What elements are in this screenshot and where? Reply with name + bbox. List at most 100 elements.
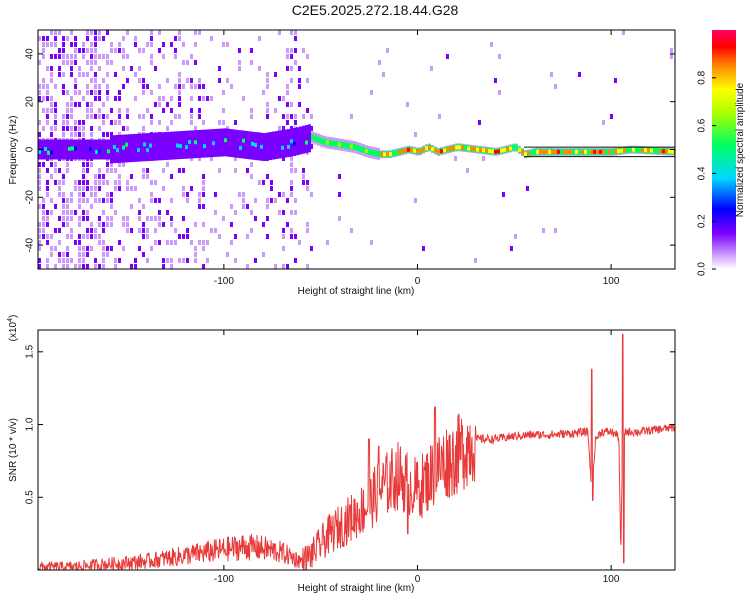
spectrogram-ytick-label: -40 — [25, 237, 36, 252]
spectrogram-noise-cell — [142, 234, 145, 239]
spectrogram-noise-cell — [142, 204, 145, 209]
spectrogram-ridge-cell — [194, 140, 197, 145]
spectrogram-noise-cell — [86, 48, 89, 53]
spectrogram-noise-cell — [98, 126, 101, 131]
spectrogram-noise-cell — [78, 222, 81, 227]
spectrogram-noise-cell — [190, 96, 193, 101]
spectrogram-noise-cell — [74, 210, 77, 215]
spectrogram-noise-cell — [106, 84, 109, 89]
spectrogram-noise-cell — [146, 216, 149, 221]
spectrogram-noise-cell — [246, 264, 249, 269]
spectrogram-ridge-cell — [410, 148, 413, 153]
spectrogram-noise-cell — [150, 54, 153, 59]
snr-xtick-label: 0 — [415, 574, 421, 585]
spectrogram-ridge-cell — [185, 130, 188, 159]
spectrogram-ridge-cell — [401, 149, 404, 154]
spectrogram-noise-cell — [178, 36, 181, 41]
spectrogram-noise-cell — [134, 36, 137, 41]
spectrogram-noise-cell — [86, 210, 89, 215]
spectrogram-ridge-cell — [317, 136, 320, 143]
spectrogram-noise-cell — [118, 162, 121, 167]
spectrogram-ridge-cell — [305, 140, 308, 145]
spectrogram-ridge-cell — [320, 138, 323, 143]
spectrogram-noise-cell — [298, 84, 301, 89]
spectrogram-noise-cell — [70, 198, 73, 203]
spectrogram-ridge-cell — [143, 142, 146, 147]
spectrogram-ridge-cell — [437, 149, 440, 154]
colorbar-tick-label: 0.0 — [697, 262, 708, 276]
spectrogram-noise-cell — [90, 42, 93, 47]
spectrogram-noise-cell — [82, 264, 85, 269]
spectrogram-ridge-cell — [233, 129, 236, 158]
spectrogram-noise-cell — [90, 246, 93, 251]
spectrogram-noise-cell — [202, 240, 205, 245]
spectrogram-noise-cell — [150, 192, 153, 197]
spectrogram-noise-cell — [66, 210, 69, 215]
spectrogram-noise-cell — [78, 132, 81, 137]
spectrogram-ridge-cell — [131, 134, 134, 163]
spectrogram-ridge-cell — [563, 149, 566, 154]
spectrogram-noise-cell — [106, 90, 109, 95]
spectrogram-noise-cell — [170, 240, 173, 245]
spectrogram-ridge-cell — [533, 149, 536, 156]
spectrogram-ridge-cell — [236, 129, 239, 158]
spectrogram-noise-cell — [126, 180, 129, 185]
snr-ytick-label: 0.5 — [25, 490, 36, 504]
spectrogram-noise-cell — [110, 222, 113, 227]
spectrogram-noise-cell — [210, 156, 213, 161]
spectrogram-noise-cell — [62, 72, 65, 77]
spectrogram-noise-cell — [266, 102, 269, 107]
spectrogram-ridge-cell — [650, 148, 653, 153]
spectrogram-noise-cell — [78, 186, 81, 191]
spectrogram-noise-cell — [142, 168, 145, 173]
spectrogram-noise-cell — [78, 90, 81, 95]
spectrogram-noise-cell — [198, 114, 201, 119]
spectrogram-noise-cell — [54, 30, 57, 35]
spectrogram-noise-cell — [306, 108, 309, 113]
spectrogram-noise-cell — [50, 42, 53, 47]
spectrogram-ridge-cell — [542, 149, 545, 154]
spectrogram-noise-cell — [78, 234, 81, 239]
spectrogram-noise-cell — [154, 66, 157, 71]
spectrogram-noise-cell — [78, 258, 81, 263]
spectrogram-noise-cell — [174, 228, 177, 233]
spectrogram-ridge-cell — [329, 141, 332, 146]
spectrogram-noise-cell — [50, 102, 53, 107]
spectrogram-noise-cell — [226, 126, 229, 131]
spectrogram-noise-cell — [246, 234, 249, 239]
spectrogram-noise-cell — [438, 114, 441, 119]
spectrogram-noise-cell — [202, 120, 205, 125]
spectrogram-noise-cell — [274, 72, 277, 77]
spectrogram-ridge-cell — [605, 148, 608, 155]
colorbar-label: Normalized spectral amplitude — [735, 82, 746, 217]
spectrogram-ridge-cell — [515, 144, 518, 151]
spectrogram-noise-cell — [86, 60, 89, 65]
spectrogram-noise-cell — [158, 240, 161, 245]
spectrogram-noise-cell — [130, 174, 133, 179]
spectrogram-noise-cell — [86, 180, 89, 185]
spectrogram-noise-cell — [78, 102, 81, 107]
spectrogram-ridge-cell — [212, 141, 215, 146]
spectrogram-noise-cell — [202, 204, 205, 209]
spectrogram-noise-cell — [370, 90, 373, 95]
spectrogram-noise-cell — [106, 168, 109, 173]
spectrogram-ridge-cell — [509, 146, 512, 151]
spectrogram-noise-cell — [50, 96, 53, 101]
spectrogram-noise-cell — [114, 72, 117, 77]
spectrogram-noise-cell — [62, 210, 65, 215]
spectrogram-ridge-cell — [524, 152, 527, 157]
spectrogram-noise-cell — [70, 114, 73, 119]
spectrogram-noise-cell — [282, 228, 285, 233]
spectrogram-noise-cell — [194, 60, 197, 65]
spectrogram-noise-cell — [78, 126, 81, 131]
spectrogram-noise-cell — [174, 54, 177, 59]
spectrogram-noise-cell — [94, 174, 97, 179]
colorbar-tick-label: 0.4 — [697, 166, 708, 180]
spectrogram-noise-cell — [178, 84, 181, 89]
spectrogram-noise-cell — [290, 162, 293, 167]
spectrogram-xtick-label: 100 — [603, 276, 620, 287]
spectrogram-noise-cell — [170, 42, 173, 47]
spectrogram-noise-cell — [38, 168, 41, 173]
spectrogram-noise-cell — [170, 96, 173, 101]
spectrogram-noise-cell — [90, 222, 93, 227]
